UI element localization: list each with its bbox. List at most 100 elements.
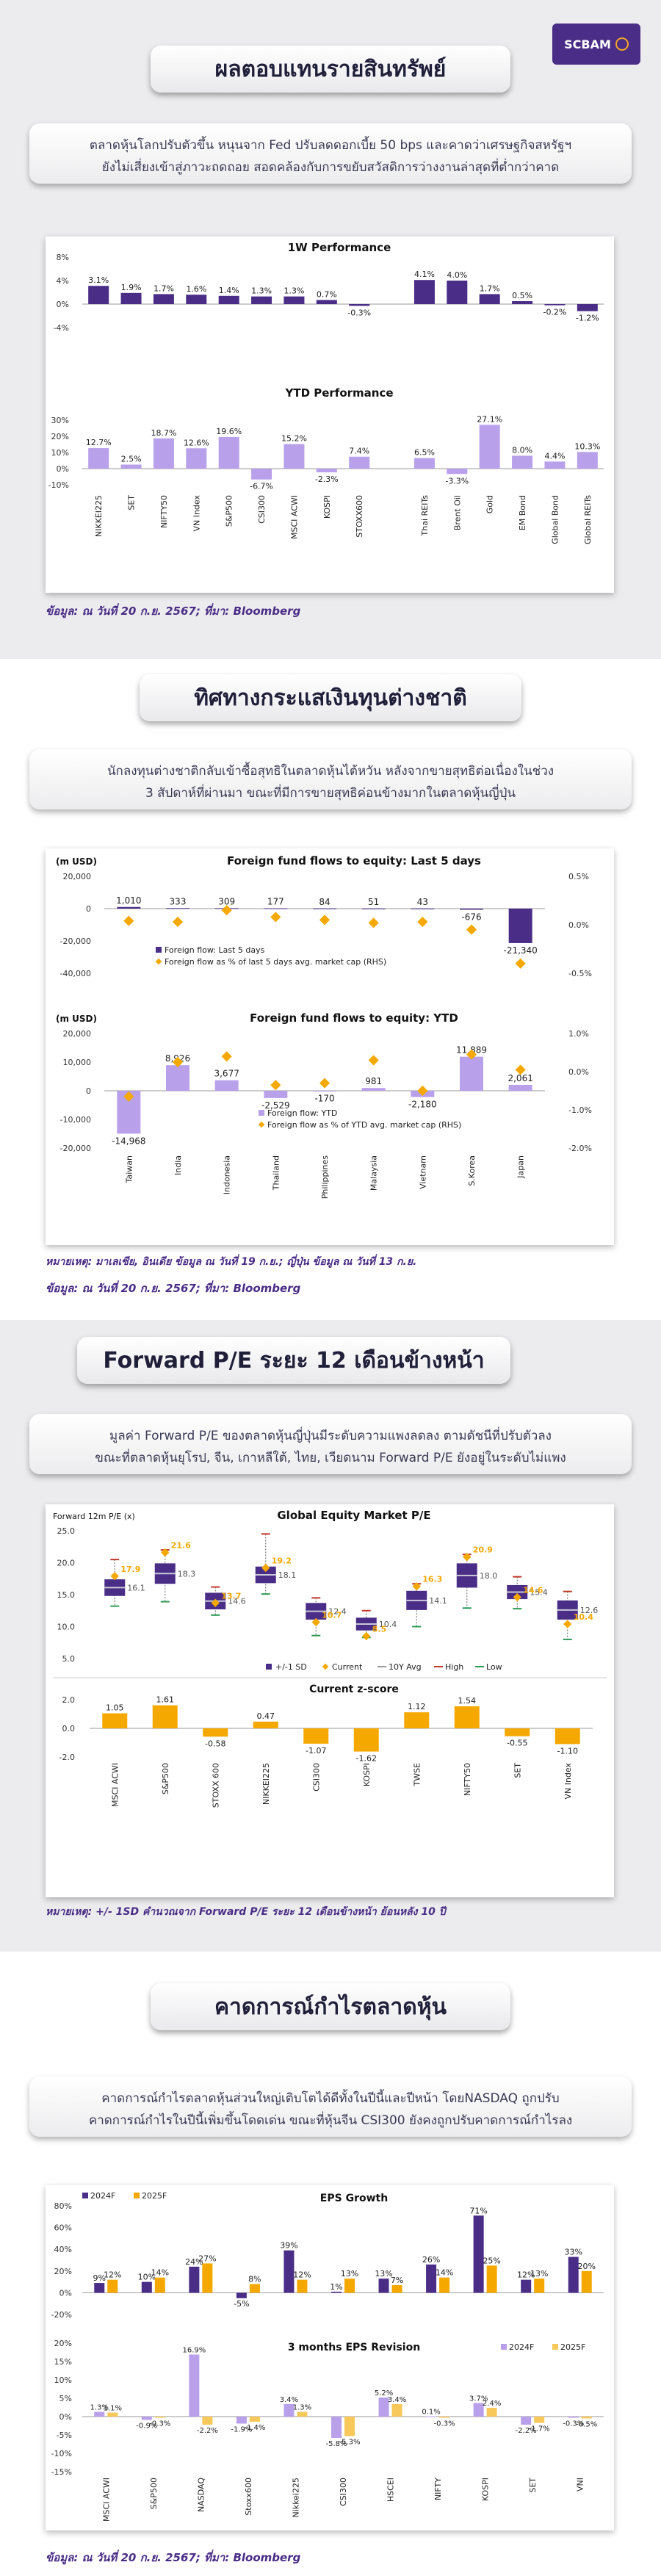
data-label: -0.2% xyxy=(543,308,566,317)
data-label: -1.07 xyxy=(306,1746,326,1756)
y2-tick-label: 0.0% xyxy=(568,920,589,930)
data-label: 1.9% xyxy=(121,283,142,292)
data-label: -0.3% xyxy=(563,2420,584,2428)
desc-line: มูลค่า Forward P/E ของตลาดหุ้นญี่ปุ่นมีร… xyxy=(109,1429,552,1443)
bar xyxy=(283,296,305,304)
y-tick-label: -10% xyxy=(51,2449,72,2458)
bar xyxy=(479,425,500,469)
legend-swatch xyxy=(501,2344,507,2350)
data-label: 10.3% xyxy=(574,441,600,451)
bar xyxy=(107,2279,118,2293)
data-label: 71% xyxy=(469,2206,487,2215)
y-axis-label: (m USD) xyxy=(56,1014,97,1024)
rhs-marker xyxy=(172,916,184,928)
y-tick-label: 0% xyxy=(57,300,69,309)
section-title-flows: ทิศทางกระแสเงินทุนต่างชาติ xyxy=(140,674,521,721)
x-tick-label: VN Index xyxy=(563,1763,573,1800)
x-tick-label: SET xyxy=(513,1763,522,1778)
rhs-marker xyxy=(123,915,134,926)
data-label: 3.7% xyxy=(469,2395,488,2403)
data-label: 33% xyxy=(565,2248,582,2257)
bar xyxy=(555,1728,580,1745)
data-label: 8% xyxy=(248,2275,261,2284)
data-label: 7.4% xyxy=(349,447,369,456)
bar xyxy=(508,1084,532,1091)
bar xyxy=(166,1065,189,1091)
data-label: -2.2% xyxy=(516,2427,537,2435)
data-label: 26% xyxy=(422,2255,440,2265)
x-tick-label: S&P500 xyxy=(161,1763,170,1794)
source-note: ข้อมูล: ณ วันที่ 20 ก.ย. 2567; ที่มา: Bl… xyxy=(46,1282,301,1295)
x-tick-label: CSI300 xyxy=(257,495,267,524)
data-label: 177 xyxy=(267,897,284,907)
desc-line: นักลงทุนต่างชาติกลับเข้าซื้อสุทธิในตลาดห… xyxy=(106,764,555,779)
bar xyxy=(391,2404,402,2417)
bar xyxy=(154,2417,165,2418)
data-label: -676 xyxy=(461,912,481,922)
data-label: -1.9% xyxy=(231,2426,252,2434)
bar xyxy=(283,2404,295,2417)
bar xyxy=(568,2256,579,2293)
x-tick-label: S&P500 xyxy=(225,495,234,527)
bar xyxy=(253,1721,278,1728)
legend-swatch xyxy=(322,1663,329,1670)
y-tick-label: 0% xyxy=(57,464,69,474)
data-label: 27.1% xyxy=(477,414,502,424)
bar xyxy=(361,1088,386,1091)
data-label: 8.0% xyxy=(512,445,532,455)
bar xyxy=(577,304,598,311)
y2-tick-label: 1.0% xyxy=(568,1029,589,1039)
current-label: 16.3 xyxy=(422,1575,442,1584)
bar xyxy=(508,909,532,943)
bar xyxy=(479,294,500,304)
avg-label: 18.1 xyxy=(278,1570,297,1580)
current-marker xyxy=(362,1631,371,1641)
section-desc-eps: คาดการณ์กำไรตลาดหุ้นส่วนใหญ่เติบโตได้ดีท… xyxy=(29,2077,632,2137)
bar xyxy=(202,2263,213,2293)
bar xyxy=(344,2417,355,2436)
bar xyxy=(413,280,435,304)
desc-line: ขณะที่ตลาดหุ้นยุโรป, จีน, เกาหลีใต้, ไทย… xyxy=(95,1451,566,1465)
data-label: -1.2% xyxy=(576,314,599,323)
legend-label: 2025F xyxy=(560,2342,585,2352)
x-tick-label: Nikkei225 xyxy=(291,2478,300,2517)
legend-label: Low xyxy=(486,1662,502,1672)
legend-swatch xyxy=(552,2344,558,2350)
y2-tick-label: 0.5% xyxy=(568,872,589,881)
bar xyxy=(344,2279,355,2293)
data-label: 14% xyxy=(151,2268,169,2278)
legend-swatch xyxy=(155,958,162,965)
bar xyxy=(264,1091,288,1098)
section-title-eps: คาดการณ์กำไรตลาดหุ้น xyxy=(151,1983,510,2030)
current-marker xyxy=(110,1572,119,1581)
bar xyxy=(102,1713,128,1728)
bar xyxy=(186,295,207,304)
data-label: 25% xyxy=(483,2256,500,2265)
x-tick-label: Japan xyxy=(516,1155,526,1179)
bar xyxy=(512,301,533,304)
y-tick-label: 40% xyxy=(54,2245,72,2254)
legend-swatch xyxy=(134,2193,140,2198)
bar xyxy=(189,2266,200,2293)
data-label: -0.5% xyxy=(576,2421,597,2429)
section-desc-flows: นักลงทุนต่างชาติกลับเข้าซื้อสุทธิในตลาดห… xyxy=(29,749,632,809)
legend-label: Foreign flow as % of last 5 days avg. ma… xyxy=(165,957,386,967)
desc-line: คาดการณ์กำไรในปีนี้เพิ่มขึ้นโดดเด่น ขณะท… xyxy=(88,2113,573,2128)
data-label: 15.2% xyxy=(281,434,307,444)
chart-title: 1W Performance xyxy=(288,241,391,254)
data-label: 16.9% xyxy=(182,2347,206,2355)
bar xyxy=(297,2279,308,2293)
section-title-pe: Forward P/E ระยะ 12 เดือนข้างหน้า xyxy=(77,1337,510,1384)
x-tick-label: NIKKEI225 xyxy=(261,1763,271,1805)
bar xyxy=(544,461,566,469)
data-label: -5% xyxy=(234,2299,249,2309)
x-tick-label: CSI300 xyxy=(311,1763,321,1792)
x-tick-label: Taiwan xyxy=(124,1155,134,1183)
bar xyxy=(349,456,370,469)
data-label: 43 xyxy=(417,897,428,907)
avg-label: 15.4 xyxy=(530,1588,548,1598)
data-label: 39% xyxy=(280,2241,297,2251)
data-label: 20% xyxy=(578,2262,596,2271)
source-note: ข้อมูล: ณ วันที่ 20 ก.ย. 2567; ที่มา: Bl… xyxy=(46,2551,301,2564)
data-label: 1.6% xyxy=(186,284,206,294)
